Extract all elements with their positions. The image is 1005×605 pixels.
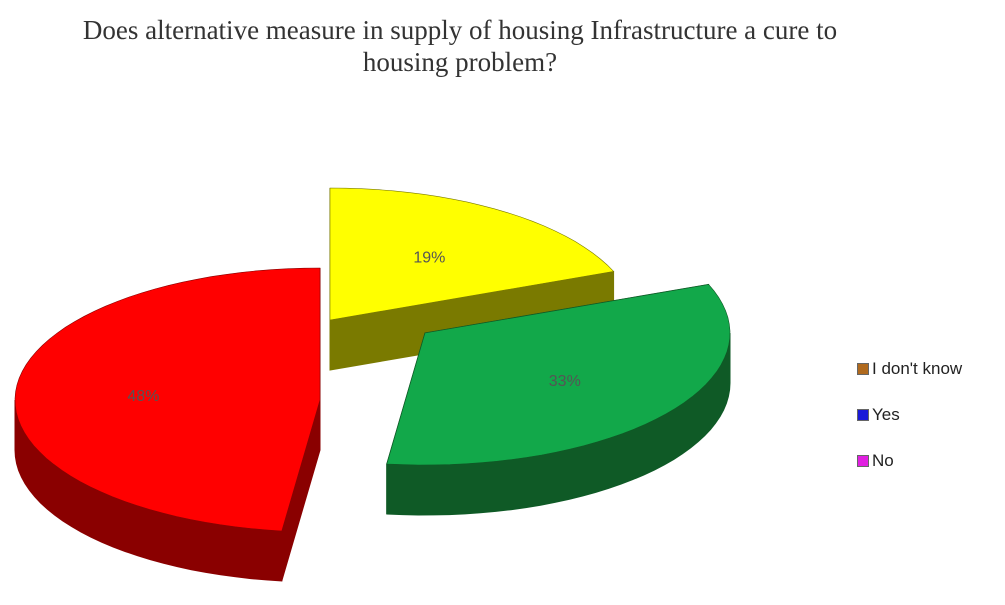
- pie-slice-no: [14, 267, 321, 532]
- legend-label-i-dont-know: I don't know: [872, 359, 963, 378]
- legend-item-yes: Yes: [857, 404, 962, 426]
- chart-title-line-1: Does alternative measure in supply of ho…: [82, 15, 838, 45]
- legend-item-no: No: [857, 450, 962, 472]
- pie-tops: [14, 187, 731, 532]
- legend-label-yes: Yes: [872, 405, 900, 424]
- chart-legend: I don't know Yes No: [857, 358, 962, 472]
- legend-swatch-no: [857, 455, 869, 467]
- legend-item-i-dont-know: I don't know: [857, 358, 962, 380]
- legend-swatch-i-dont-know: [857, 363, 869, 375]
- pie-label-i-don-t-know: 19%: [413, 250, 445, 267]
- pie-slice-i-don-t-know: [329, 187, 615, 321]
- pie-slice-yes: [386, 284, 731, 466]
- legend-label-no: No: [872, 451, 894, 470]
- pie-label-no: 48%: [127, 388, 159, 405]
- legend-swatch-yes: [857, 409, 869, 421]
- pie-label-yes: 33%: [549, 373, 581, 390]
- chart-title-line-2: housing problem?: [362, 47, 558, 77]
- pie-labels: 19% 48% 33%: [127, 250, 580, 406]
- chart-title: Does alternative measure in supply of ho…: [0, 14, 920, 78]
